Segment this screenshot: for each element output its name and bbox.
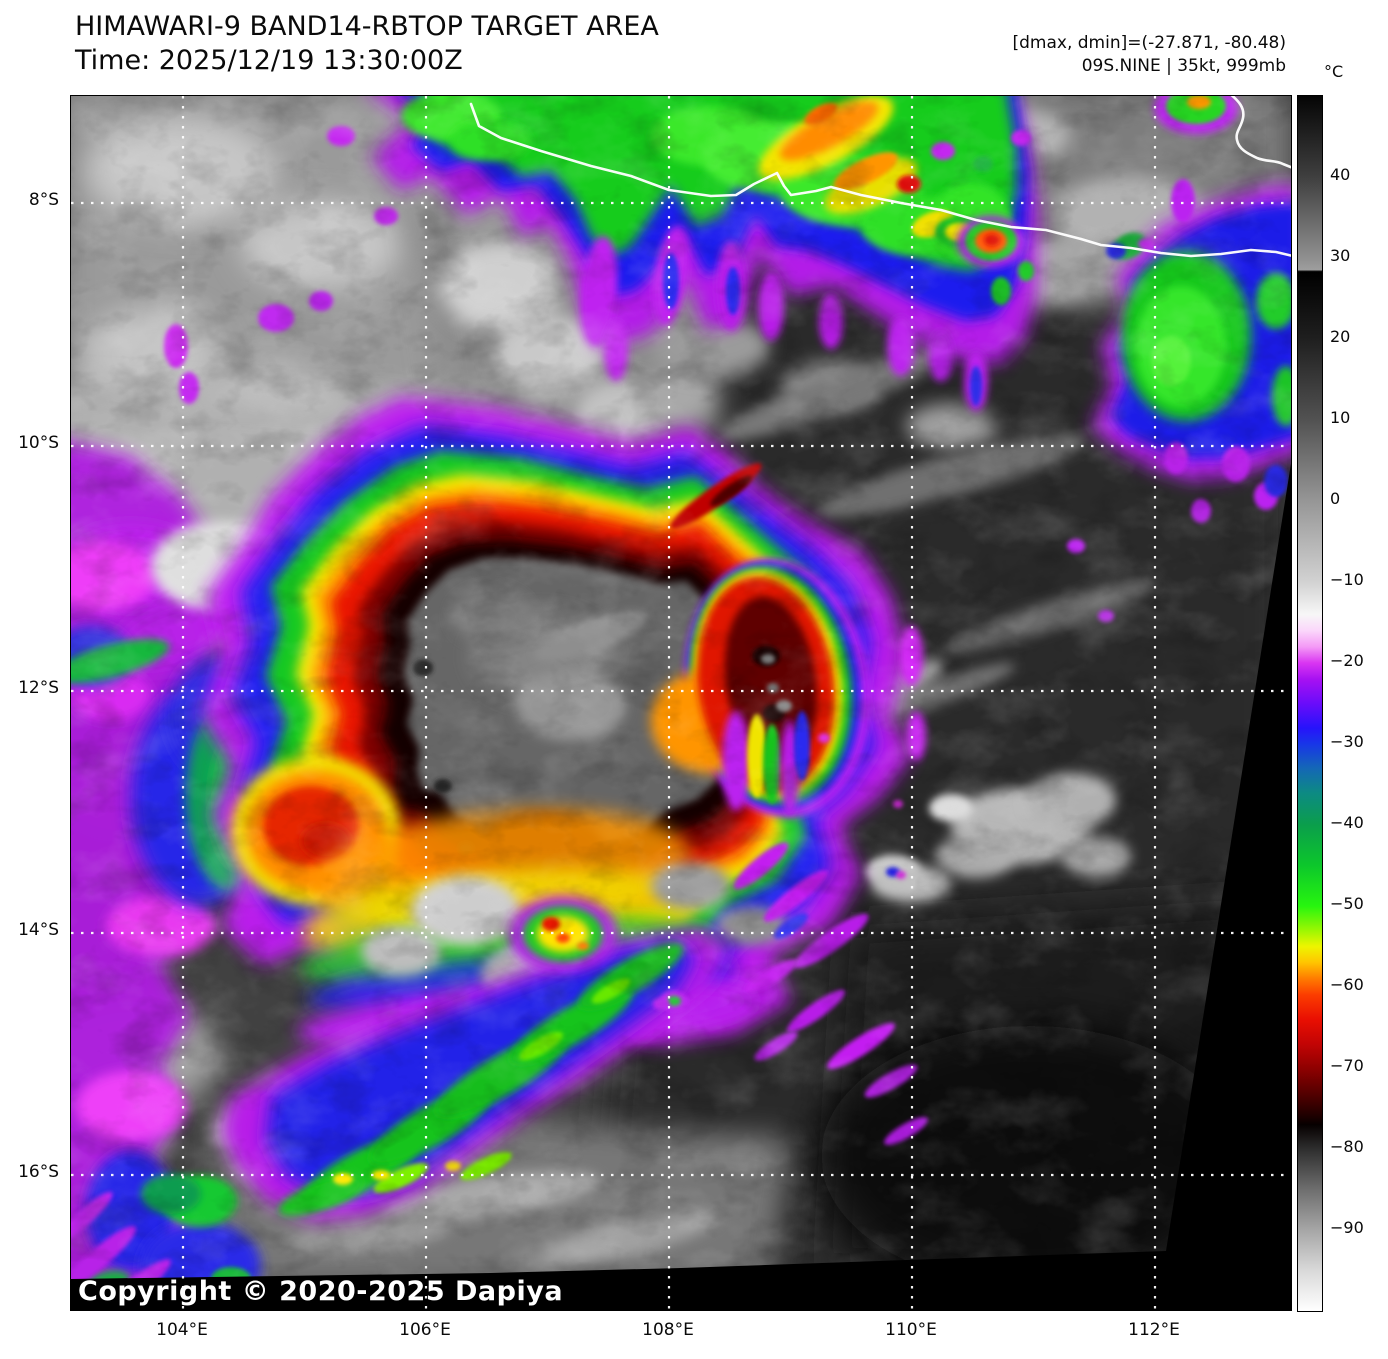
coastline-bali <box>1230 96 1291 169</box>
coastlines <box>469 96 1291 258</box>
lon-tick-label: 112°E <box>1128 1320 1180 1340</box>
colorbar-tick-label: −50 <box>1330 894 1364 913</box>
temperature-colorbar <box>1297 95 1323 1312</box>
lon-tick-label: 108°E <box>642 1320 694 1340</box>
colorbar-tick-label: 40 <box>1330 165 1351 184</box>
lat-tick-label: 12°S <box>18 678 59 698</box>
colorbar-tick-label: −30 <box>1330 732 1364 751</box>
colorbar-tick-label: 0 <box>1330 489 1341 508</box>
colorbar-tick-label: 10 <box>1330 408 1351 427</box>
lat-tick-label: 14°S <box>18 920 59 940</box>
lat-tick-label: 10°S <box>18 433 59 453</box>
title-block: HIMAWARI-9 BAND14-RBTOP TARGET AREA Time… <box>75 10 659 78</box>
colorbar-tick-label: −90 <box>1330 1218 1364 1237</box>
cloud-texture-dark <box>71 96 1291 1310</box>
lon-tick-label: 104°E <box>156 1320 208 1340</box>
colorbar-tick-label: −60 <box>1330 975 1364 994</box>
lon-tick-label: 106°E <box>399 1320 451 1340</box>
colorbar-unit-label: °C <box>1324 62 1344 81</box>
lat-tick-label: 16°S <box>18 1162 59 1182</box>
gridlines <box>71 96 1291 1310</box>
annotation-block: [dmax, dmin]=(-27.871, -80.48) 09S.NINE … <box>1013 32 1287 78</box>
dmax-dmin-annotation: [dmax, dmin]=(-27.871, -80.48) <box>1012 33 1287 53</box>
page-title: HIMAWARI-9 BAND14-RBTOP TARGET AREA <box>75 11 659 42</box>
satellite-map: Copyright © 2020-2025 Dapiya <box>70 95 1292 1311</box>
colorbar-tick-label: −40 <box>1330 813 1364 832</box>
colorbar-tick-label: −20 <box>1330 651 1364 670</box>
timestamp: Time: 2025/12/19 13:30:00Z <box>75 45 463 76</box>
copyright-watermark: Copyright © 2020-2025 Dapiya <box>78 1276 564 1307</box>
colorbar-tick-label: 30 <box>1330 246 1351 265</box>
lon-tick-label: 110°E <box>885 1320 937 1340</box>
coastline-java <box>469 102 1291 258</box>
satellite-image <box>71 96 1291 1310</box>
colorbar-tick-label: −70 <box>1330 1056 1364 1075</box>
colorbar-tick-label: −10 <box>1330 570 1364 589</box>
lat-tick-label: 8°S <box>28 190 59 210</box>
colorbar-tick-label: 20 <box>1330 327 1351 346</box>
colorbar-tick-label: −80 <box>1330 1137 1364 1156</box>
storm-annotation: 09S.NINE | 35kt, 999mb <box>1081 56 1286 76</box>
